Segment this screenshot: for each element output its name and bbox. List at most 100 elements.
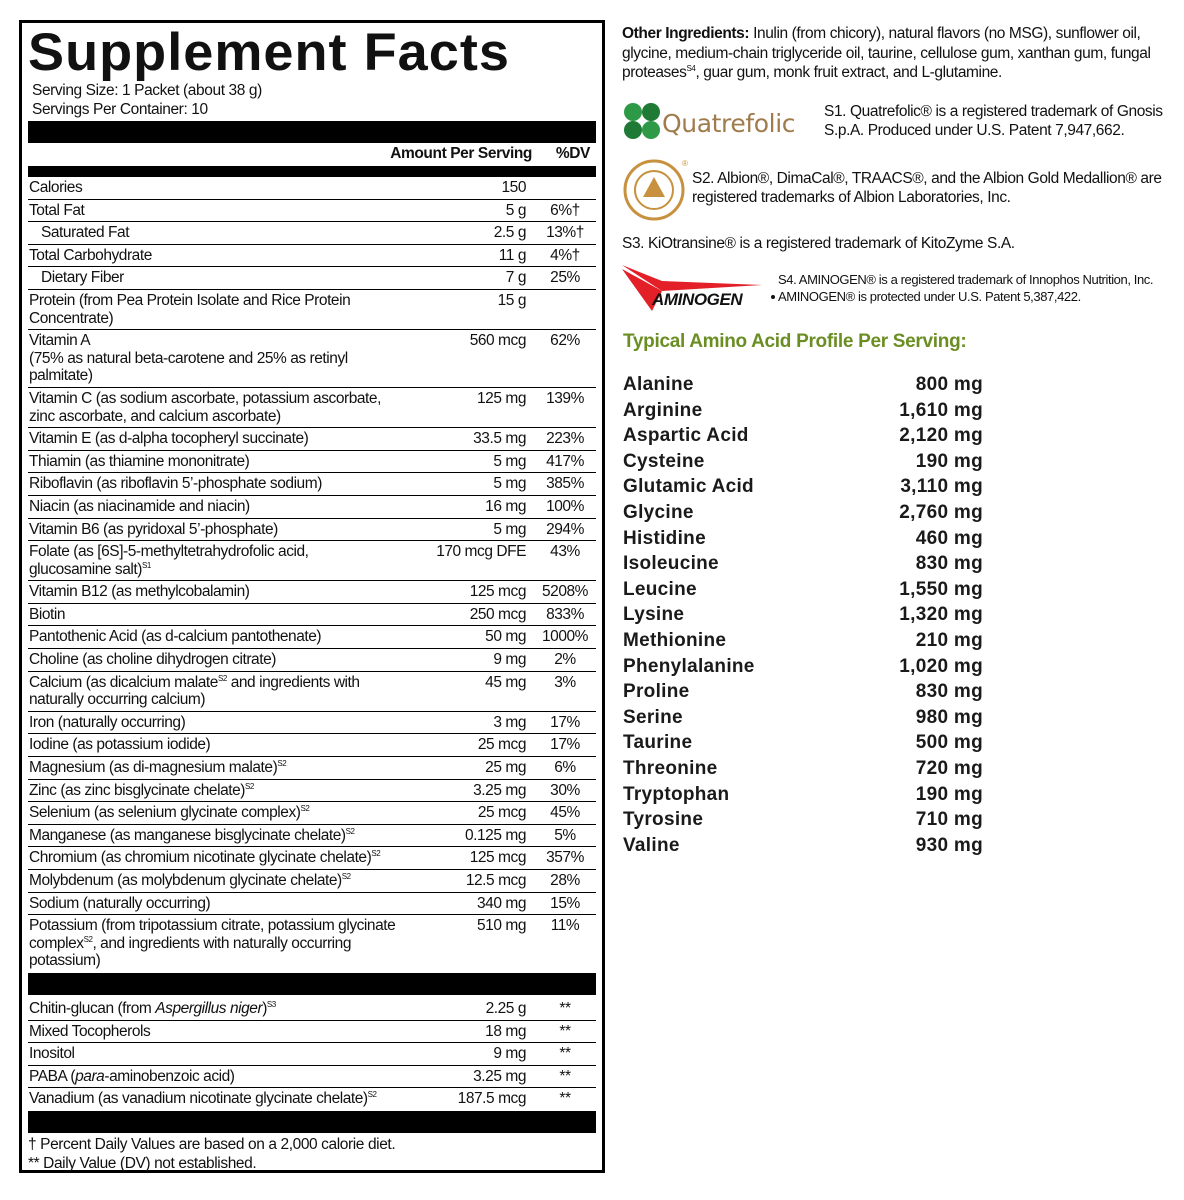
nutrient-name: Total Fat bbox=[29, 202, 416, 220]
amino-row: Serine 980 mg bbox=[623, 705, 983, 731]
amino-row: Tryptophan 190 mg bbox=[623, 782, 983, 808]
nutrient-amount: 7 g bbox=[505, 269, 527, 287]
name-part: Vitamin B12 (as methylcobalamin) bbox=[29, 583, 250, 601]
nutrient-amount: 340 mg bbox=[477, 894, 526, 912]
amino-row: Taurine 500 mg bbox=[623, 730, 983, 756]
nutrient-row: Chitin-glucan (from Aspergillus niger)S3… bbox=[28, 998, 596, 1021]
footnote-asterisk: ** Daily Value (DV) not established. bbox=[28, 1154, 257, 1172]
nutrient-row: Zinc (as zinc bisglycinate chelate)S2 3.2… bbox=[28, 780, 596, 803]
name-part: Total Carbohydrate bbox=[29, 246, 152, 264]
name-part: Protein (from Pea Protein Isolate and Ri… bbox=[29, 291, 351, 327]
nutrient-name: Potassium (from tripotassium citrate, po… bbox=[29, 917, 416, 970]
nutrient-dv: 45% bbox=[550, 804, 580, 822]
amount-header: Amount Per Serving bbox=[390, 145, 532, 162]
nutrient-name: Mixed Tocopherols bbox=[29, 1023, 416, 1041]
name-part: ) bbox=[262, 999, 267, 1017]
name-part: Vitamin B6 (as pyridoxal 5’-phosphate) bbox=[29, 520, 278, 538]
name-part: Mixed Tocopherols bbox=[29, 1022, 151, 1040]
nutrient-amount: 150 bbox=[501, 179, 526, 196]
nutrient-row: Saturated Fat 2.5 g 13%† bbox=[28, 222, 596, 245]
amino-row: Tyrosine 710 mg bbox=[623, 807, 983, 833]
nutrient-amount: 3 mg bbox=[493, 713, 526, 731]
amino-row: Cysteine 190 mg bbox=[623, 449, 983, 475]
amino-row: Arginine 1,610 mg bbox=[623, 398, 983, 424]
nutrient-row: Vitamin B12 (as methylcobalamin) 125 mcg 5… bbox=[28, 581, 596, 604]
amino-value: 190 mg bbox=[915, 783, 983, 805]
amino-row: Glutamic Acid 3,110 mg bbox=[623, 474, 983, 500]
nutrient-amount: 5 mg bbox=[493, 475, 526, 493]
amino-row: Proline 830 mg bbox=[623, 679, 983, 705]
name-part: Potassium (from tripotassium citrate, po… bbox=[29, 917, 396, 952]
amino-name: Serine bbox=[623, 706, 683, 728]
other-ingredients-text: Inulin (from chicory), natural flavors (… bbox=[622, 25, 1151, 81]
nutrient-dv: 17% bbox=[550, 713, 580, 731]
name-part: Thiamin (as thiamine mononitrate) bbox=[29, 452, 250, 470]
nutrient-dv: 25% bbox=[550, 269, 580, 287]
nutrient-name: Vitamin A (75% as natural beta-carotene a… bbox=[29, 332, 416, 385]
nutrient-dv: 139% bbox=[546, 389, 584, 407]
amino-name: Phenylalanine bbox=[623, 655, 755, 677]
nutrient-dv: 100% bbox=[546, 497, 584, 515]
nutrient-row: Total Carbohydrate 11 g 4%† bbox=[28, 245, 596, 268]
nutrient-row: Choline (as choline dihydrogen citrate) 9… bbox=[28, 649, 596, 672]
name-part: Iodine (as potassium iodide) bbox=[29, 736, 211, 754]
servings-per-container: Servings Per Container: 10 bbox=[32, 101, 208, 118]
amino-row: Phenylalanine 1,020 mg bbox=[623, 654, 983, 680]
nutrient-dv: 417% bbox=[546, 452, 584, 470]
amino-value: 210 mg bbox=[915, 629, 983, 651]
nutrient-amount: 25 mcg bbox=[477, 736, 527, 754]
nutrient-name: Iron (naturally occurring) bbox=[29, 714, 416, 732]
amino-row: Lysine 1,320 mg bbox=[623, 602, 983, 628]
divider-bar bbox=[28, 1110, 596, 1133]
nutrient-amount: 5 g bbox=[505, 201, 527, 219]
amino-name: Alanine bbox=[623, 374, 694, 395]
nutrient-dv: 385% bbox=[546, 475, 584, 493]
nutrient-name: Vanadium (as vanadium nicotinate glycina… bbox=[29, 1090, 416, 1108]
nutrient-amount: 510 mg bbox=[477, 917, 526, 935]
amino-name: Tryptophan bbox=[623, 783, 730, 805]
name-part: para bbox=[75, 1067, 105, 1085]
nutrient-name: Chromium (as chromium nicotinate glycina… bbox=[29, 849, 416, 867]
nutrient-name: PABA (para-aminobenzoic acid) bbox=[29, 1068, 416, 1086]
footnote-dagger: † Percent Daily Values are based on a 2,… bbox=[28, 1135, 396, 1153]
name-part: PABA ( bbox=[29, 1067, 76, 1085]
amino-name: Threonine bbox=[623, 757, 718, 779]
nutrient-row: Chromium (as chromium nicotinate glycina… bbox=[28, 847, 596, 870]
nutrient-amount: 3.25 mg bbox=[473, 1067, 526, 1085]
nutrient-amount: 25 mcg bbox=[477, 804, 527, 822]
nutrient-name: Dietary Fiber bbox=[29, 269, 416, 287]
footnote-ref: S2 bbox=[341, 872, 351, 881]
name-part: Selenium (as selenium glycinate complex) bbox=[29, 804, 301, 822]
nutrient-name: Iodine (as potassium iodide) bbox=[29, 736, 416, 754]
nutrient-dv: 294% bbox=[546, 520, 584, 538]
trademark-s3: S3. KiOtransine® is a registered tradema… bbox=[622, 234, 1015, 252]
nutrient-row: Sodium (naturally occurring) 340 mg 15% bbox=[28, 893, 596, 916]
amino-value: 2,120 mg bbox=[899, 425, 983, 447]
facts-title: Supplement Facts bbox=[28, 23, 510, 82]
amino-name: Tyrosine bbox=[623, 809, 704, 831]
nutrient-dv: 15% bbox=[550, 894, 580, 912]
name-part: Chromium (as chromium nicotinate glycina… bbox=[29, 849, 372, 867]
amino-acid-list: Alanine 800 mg Arginine 1,610 mg Aspartic Ac… bbox=[623, 372, 983, 858]
amino-value: 830 mg bbox=[915, 681, 983, 703]
nutrient-row: PABA (para-aminobenzoic acid) 3.25 mg ** bbox=[28, 1066, 596, 1089]
nutrient-amount: 170 mcg DFE bbox=[436, 543, 526, 561]
nutrient-name: Inositol bbox=[29, 1045, 416, 1063]
name-part: Dietary Fiber bbox=[41, 269, 124, 287]
nutrient-dv: 17% bbox=[550, 736, 580, 754]
svg-text:AMINOGEN: AMINOGEN bbox=[651, 290, 743, 309]
nutrient-row: Pantothenic Acid (as d-calcium pantothen… bbox=[28, 626, 596, 650]
footnotes: † Percent Daily Values are based on a 2,… bbox=[28, 1133, 596, 1173]
name-part: Total Fat bbox=[29, 201, 85, 219]
footnote-ref: S2 bbox=[83, 934, 93, 944]
footnote-ref: S2 bbox=[371, 849, 381, 859]
divider-bar bbox=[28, 121, 596, 143]
right-column: Other Ingredients: Inulin (from chicory)… bbox=[622, 24, 1167, 313]
nutrient-amount: 15 g bbox=[497, 291, 527, 309]
nutrient-amount: 16 mg bbox=[485, 497, 526, 515]
name-part: Folate (as [6S]-5-methyltetrahydrofolic … bbox=[29, 543, 309, 561]
aminogen-logo: AMINOGEN bbox=[622, 265, 775, 311]
amino-name: Proline bbox=[623, 681, 690, 703]
name-part: Vitamin A bbox=[29, 332, 91, 350]
name-part: glucosamine salt) bbox=[29, 560, 142, 578]
